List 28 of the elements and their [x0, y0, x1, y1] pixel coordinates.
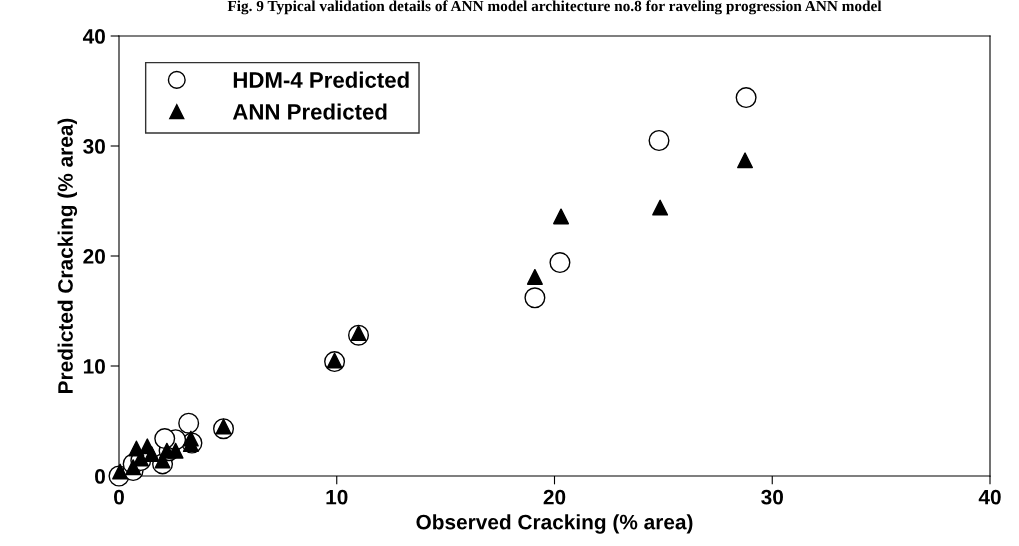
point [735, 87, 757, 109]
x-tick-label: 0 [114, 489, 124, 505]
x-tick-label: 30 [761, 489, 783, 505]
legend-label: ANN Predicted [232, 103, 387, 120]
point [526, 268, 543, 285]
point [167, 442, 184, 459]
point [524, 287, 546, 309]
y-tick-label: 30 [83, 139, 105, 154]
point [737, 152, 754, 169]
point [125, 459, 142, 476]
point [648, 129, 670, 152]
y-axis-title: Predicted Cracking (% area) [57, 118, 78, 393]
y-tick-label: 0 [95, 469, 105, 484]
y-tick-label: 40 [82, 29, 105, 44]
chart-title: Fig. 9 Typical validation details of ANN model architecture no.8 for raveling progression ANN model [227, 0, 882, 15]
point [154, 428, 176, 450]
y-tick-label: 20 [83, 249, 105, 264]
point [553, 208, 570, 225]
point [549, 252, 571, 274]
x-tick-label: 10 [326, 489, 348, 505]
legend-label: HDM-4 Predicted [233, 71, 409, 88]
x-tick-label: 40 [978, 489, 1001, 505]
point [178, 412, 200, 434]
point [143, 446, 160, 462]
x-tick-label: 20 [543, 489, 566, 505]
y-tick-label: 10 [83, 359, 105, 374]
point [652, 199, 669, 216]
x-axis-title: Observed Cracking (% area) [416, 514, 693, 534]
